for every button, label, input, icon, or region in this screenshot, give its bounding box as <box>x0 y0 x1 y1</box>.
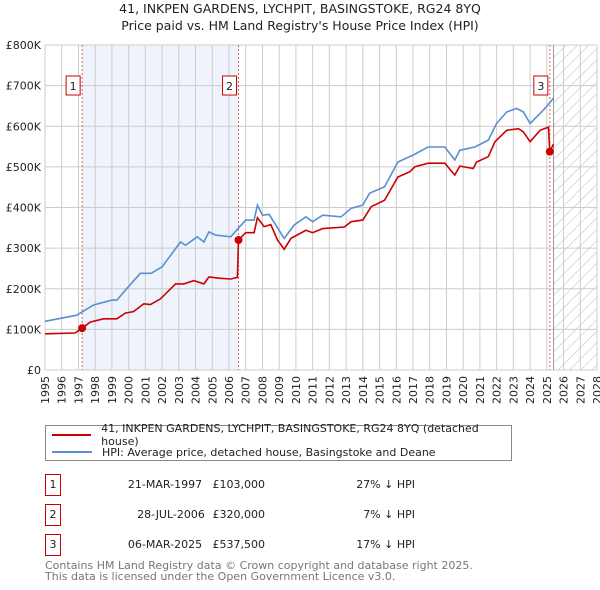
chart-subtitle: Price paid vs. HM Land Registry's House … <box>121 18 479 33</box>
sale-point <box>78 324 87 333</box>
x-tick-label: 1999 <box>106 376 119 404</box>
sale-row: 3 06-MAR-2025 £537,500 17% ↓ HPI <box>45 534 445 556</box>
chart-title: 41, INKPEN GARDENS, LYCHPIT, BASINGSTOKE… <box>119 1 481 16</box>
sale-date: 06-MAR-2025 <box>127 538 203 551</box>
sale-hpi-diff: 17% ↓ HPI <box>356 538 415 551</box>
legend-label: 41, INKPEN GARDENS, LYCHPIT, BASINGSTOKE… <box>101 422 479 448</box>
sale-hpi-diff: 27% ↓ HPI <box>356 478 415 491</box>
x-tick-label: 2020 <box>457 376 470 404</box>
x-tick-label: 2016 <box>390 376 403 404</box>
x-tick-label: 2008 <box>256 376 269 404</box>
sale-row: 2 28-JUL-2006 £320,000 7% ↓ HPI <box>45 504 445 526</box>
sale-row: 1 21-MAR-1997 £103,000 27% ↓ HPI <box>45 474 445 496</box>
y-tick-label: £500K <box>6 161 42 174</box>
sale-date: 21-MAR-1997 <box>127 478 203 491</box>
x-tick-label: 1995 <box>39 376 52 404</box>
sale-hpi-diff: 7% ↓ HPI <box>363 508 415 521</box>
x-tick-label: 2011 <box>307 376 320 404</box>
legend-item-property: 41, INKPEN GARDENS, LYCHPIT, BASINGSTOKE… <box>52 422 511 448</box>
property-line-swatch <box>52 434 92 436</box>
legend: 41, INKPEN GARDENS, LYCHPIT, BASINGSTOKE… <box>45 422 512 461</box>
y-tick-label: £400K <box>6 202 42 215</box>
x-tick-label: 2026 <box>558 376 571 404</box>
x-tick-label: 2001 <box>139 376 152 404</box>
x-tick-label: 2010 <box>290 376 303 404</box>
sale-label-box <box>222 75 238 96</box>
x-tick-label: 2004 <box>190 376 203 404</box>
sale-label: 1 <box>70 80 77 93</box>
chart-plot: 1995 1996 1997 1998 1999 2000 2001 2002 2003 2004… <box>6 39 600 404</box>
y-tick-label: £800K <box>6 39 42 52</box>
sale-label-box <box>533 75 549 96</box>
x-tick-label: 2014 <box>357 376 370 404</box>
x-tick-label: 2003 <box>173 376 186 404</box>
x-tick-label: 2022 <box>491 376 504 404</box>
x-tick-label: 2028 <box>591 376 600 404</box>
x-tick-label: 2027 <box>574 376 587 404</box>
hpi-line <box>44 97 555 323</box>
sale-date: 28-JUL-2006 <box>137 508 205 521</box>
x-tick-label: 2017 <box>407 376 420 404</box>
x-tick-label: 2018 <box>424 376 437 404</box>
sale-point <box>234 236 243 244</box>
sale-price: £320,000 <box>212 508 266 521</box>
sale-number-badge: 3 <box>45 534 61 556</box>
legend-label: HPI: Average price, detached house, Basi… <box>102 445 436 459</box>
legend-item-hpi: HPI: Average price, detached house, Basi… <box>52 444 436 460</box>
x-tick-label: 2025 <box>541 376 554 404</box>
y-tick-label: £700K <box>6 80 42 93</box>
x-tick-label: 2007 <box>240 376 253 404</box>
x-tick-label: 1998 <box>89 376 102 404</box>
sale-price: £537,500 <box>212 538 266 551</box>
sale-label: 2 <box>226 80 233 93</box>
x-tick-label: 2009 <box>273 376 286 404</box>
x-tick-label: 2002 <box>156 376 169 404</box>
x-tick-label: 2006 <box>223 376 236 404</box>
x-tick-label: 2019 <box>440 376 453 404</box>
x-tick-label: 2021 <box>474 376 487 404</box>
sale-price: £103,000 <box>212 478 266 491</box>
sale-number-badge: 1 <box>45 474 61 496</box>
sale-label-box <box>65 75 81 96</box>
x-tick-label: 2013 <box>340 376 353 404</box>
y-tick-label: £0 <box>27 364 41 377</box>
x-tick-label: 2024 <box>524 376 537 404</box>
plot-border <box>44 44 598 371</box>
hpi-line-swatch <box>52 451 92 453</box>
y-tick-label: £100K <box>6 323 42 336</box>
y-tick-label: £200K <box>6 283 42 296</box>
x-tick-label: 2012 <box>323 376 336 404</box>
y-tick-label: £600K <box>6 120 42 133</box>
sale-point <box>545 147 554 156</box>
y-tick-label: £300K <box>6 242 42 255</box>
footer-licence: This data is licensed under the Open Gov… <box>45 570 396 583</box>
sale-label: 3 <box>537 80 544 93</box>
x-tick-label: 1997 <box>72 376 85 404</box>
property-line <box>44 125 555 335</box>
x-tick-label: 2000 <box>123 376 136 404</box>
x-tick-label: 1996 <box>56 376 69 404</box>
x-tick-label: 2005 <box>206 376 219 404</box>
sale-number-badge: 2 <box>45 504 61 526</box>
x-tick-label: 2023 <box>507 376 520 404</box>
footer-copyright: Contains HM Land Registry data © Crown c… <box>45 559 473 572</box>
x-tick-label: 2015 <box>374 376 387 404</box>
